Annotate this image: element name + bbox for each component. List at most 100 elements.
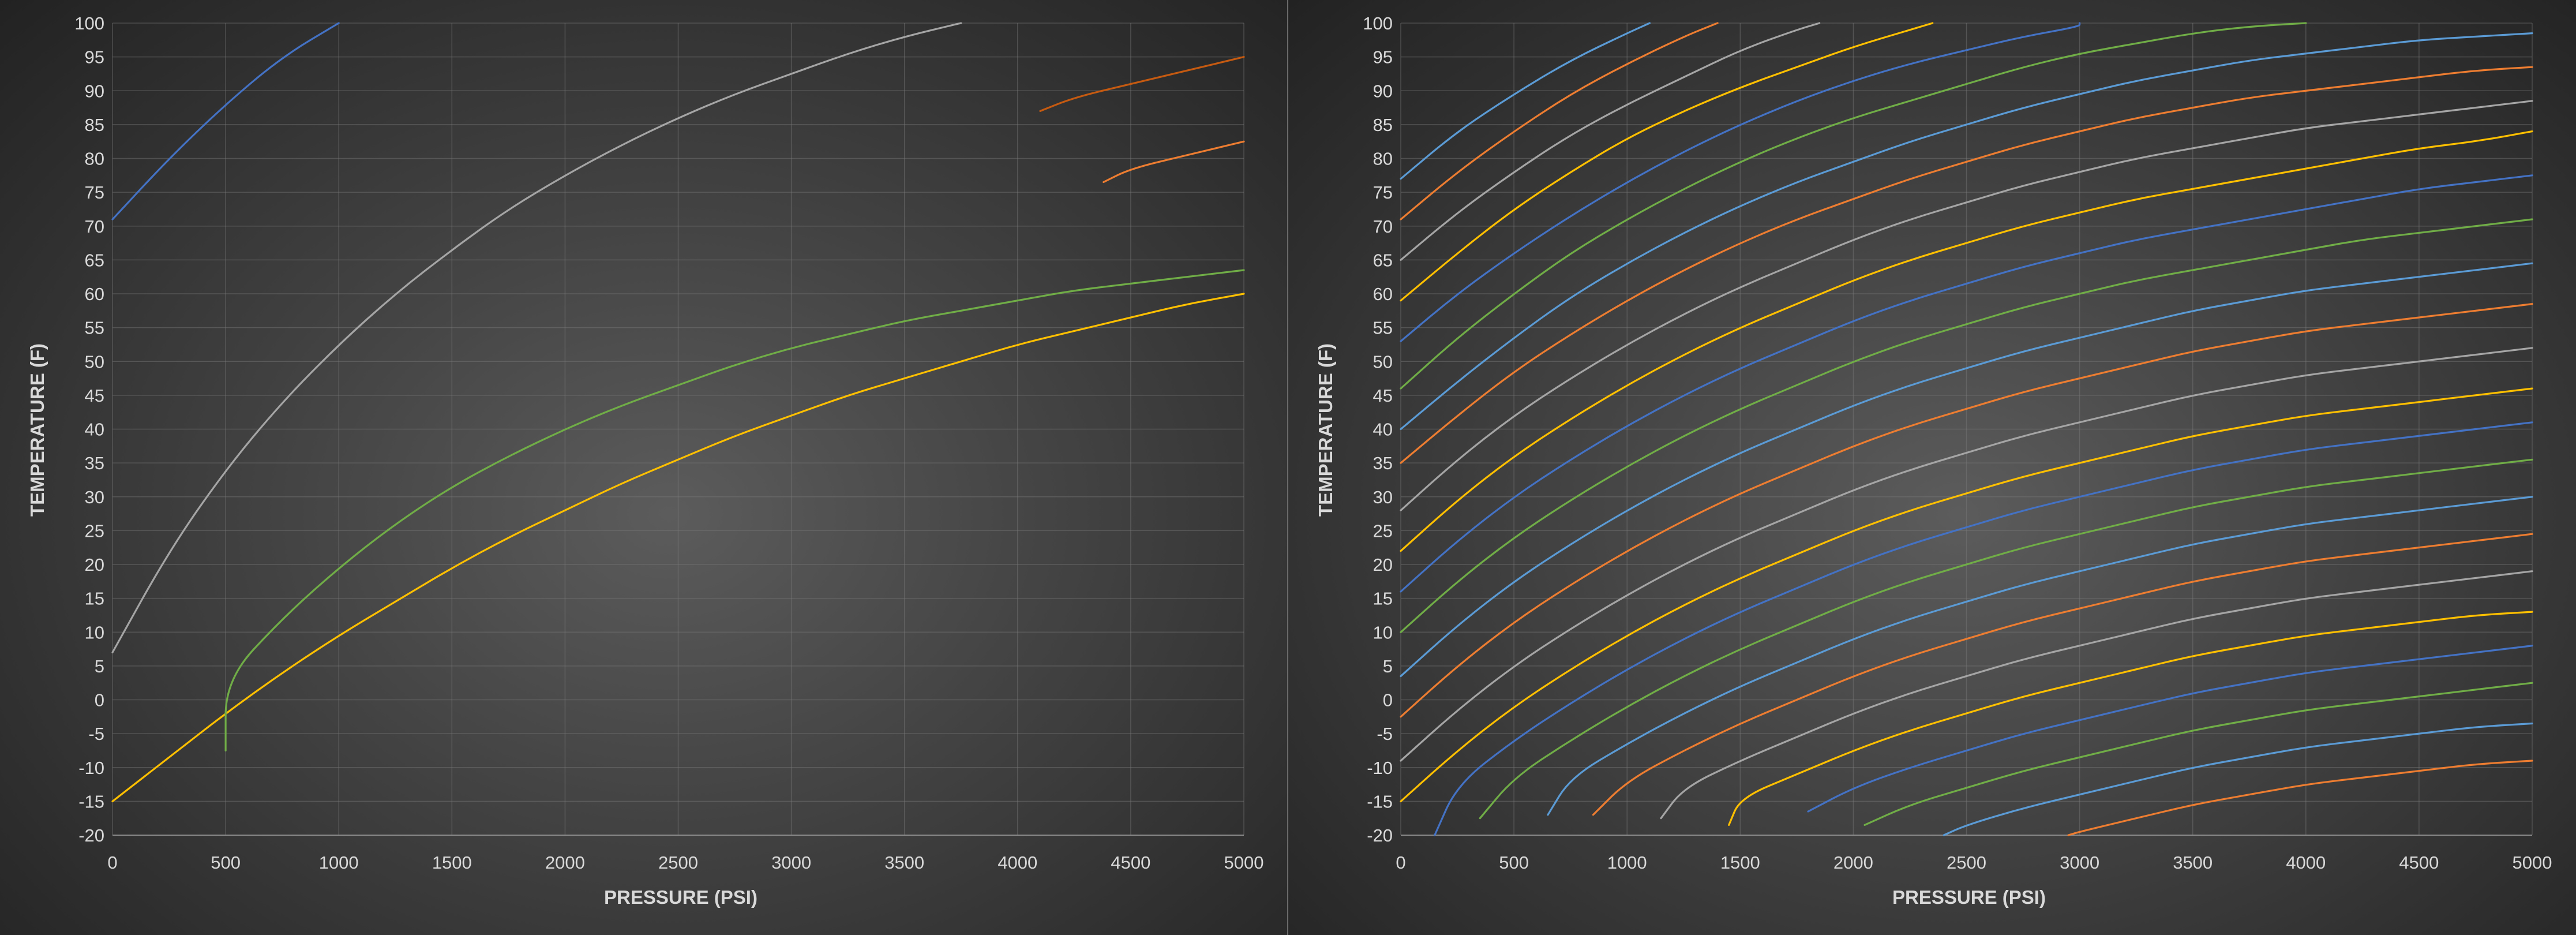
y-axis-title: TEMPERATURE (F) [27,343,48,517]
series-line [1728,611,2533,826]
x-tick-label: 3500 [884,852,924,873]
x-axis-title: PRESSURE (PSI) [604,887,758,908]
x-tick-label: 2500 [1947,852,1986,873]
y-tick-label: 60 [1373,284,1393,304]
y-tick-label: -5 [88,724,104,744]
y-tick-label: 80 [85,149,104,169]
x-tick-label: 2000 [1833,852,1873,873]
y-tick-label: 40 [1373,420,1393,440]
y-tick-label: 35 [1373,453,1393,473]
x-tick-label: 1500 [1720,852,1760,873]
y-tick-label: 35 [85,453,104,473]
y-tick-label: 100 [1363,13,1393,33]
series-line [1592,533,2533,816]
y-tick-label: 5 [1383,656,1393,676]
x-tick-label: 2500 [658,852,698,873]
x-tick-label: 4500 [1111,852,1150,873]
y-tick-label: 50 [1373,351,1393,372]
series-line [1400,22,1719,220]
y-tick-label: 50 [85,351,104,372]
x-tick-label: 4000 [2286,852,2326,873]
series-line [1400,130,2533,552]
y-tick-label: 65 [1373,250,1393,270]
y-tick-label: 60 [85,284,104,304]
y-tick-label: 55 [85,318,104,338]
series-line [1479,458,2533,820]
y-tick-label: 65 [85,250,104,270]
y-tick-label: 70 [85,216,104,237]
y-tick-label: -5 [1377,724,1393,744]
series-line [1400,22,1934,302]
chart-panel-right: 100 95 90 85 80 75 70 65 60 55 50 45 40 35 30 25 20 15 10 5… [1288,0,2576,935]
series-line [2067,760,2533,836]
y-tick-label: 95 [85,47,104,68]
series-line [111,293,1245,802]
y-tick-label: -20 [1367,825,1393,846]
y-tick-label: -15 [1367,791,1393,811]
series-line [1400,22,1821,261]
series-line [1400,22,2081,342]
x-tick-label: 0 [107,852,117,873]
chart-panel-left: 100 95 90 85 80 75 70 65 60 55 50 45 40 35 30 25 20 15 10 5… [0,0,1287,935]
x-tick-label: 500 [211,852,241,873]
series-line [1103,140,1245,184]
series-line [1400,347,2533,762]
y-tick-label: 10 [85,622,104,642]
y-tick-label: 0 [1383,690,1393,710]
y-tick-label: 75 [1373,182,1393,203]
y-tick-label: 45 [85,386,104,406]
x-tick-label: 1500 [432,852,472,873]
y-tick-label: -15 [78,791,104,811]
x-tick-label: 500 [1499,852,1529,873]
y-tick-label: 90 [1373,81,1393,101]
series-line [1807,645,2533,813]
pressure-temperature-chart-left: 1009590858075706560555045403530252015105… [27,13,1264,908]
series-line [1400,22,1651,180]
pressure-temperature-chart-right: 1009590858075706560555045403530252015105… [1315,13,2552,908]
x-tick-label: 5000 [1224,852,1264,873]
y-tick-label: 75 [85,182,104,203]
series-line [1400,66,2533,464]
y-tick-label: 0 [95,690,104,710]
x-tick-label: 2000 [545,852,585,873]
series-line [1039,56,1245,112]
y-tick-label: 70 [1373,216,1393,237]
x-tick-label: 1000 [319,852,359,873]
series-line [224,269,1245,751]
series-line [1400,22,2307,390]
y-tick-label: 30 [1373,487,1393,507]
y-tick-label: 20 [85,555,104,575]
y-tick-label: 20 [1373,555,1393,575]
series-line [111,22,340,220]
series-line [111,22,962,653]
y-tick-label: 15 [1373,589,1393,609]
x-tick-label: 1000 [1607,852,1647,873]
series-line [1863,682,2533,826]
series-line [1400,100,2533,511]
x-tick-label: 4000 [998,852,1037,873]
series-line [1400,303,2533,718]
y-tick-label: 25 [85,521,104,541]
y-tick-label: 25 [1373,521,1393,541]
series-line [1660,570,2533,820]
series-line [1400,174,2533,593]
y-tick-label: 55 [1373,318,1393,338]
x-tick-label: 3000 [771,852,811,873]
y-tick-label: 95 [1373,47,1393,68]
x-tick-label: 0 [1396,852,1405,873]
series-line [1400,262,2533,678]
y-tick-label: -10 [78,758,104,778]
series-line [1547,496,2533,816]
x-tick-label: 3000 [2060,852,2099,873]
panel-divider [1287,0,1288,935]
y-axis-title: TEMPERATURE (F) [1315,343,1336,517]
y-tick-label: 45 [1373,386,1393,406]
y-tick-label: -20 [78,825,104,846]
x-tick-label: 5000 [2513,852,2552,873]
x-tick-label: 3500 [2173,852,2213,873]
series-line [1400,32,2533,431]
y-tick-label: 10 [1373,622,1393,642]
y-tick-label: 90 [85,81,104,101]
y-tick-label: 100 [74,13,104,33]
y-tick-label: 85 [1373,115,1393,135]
